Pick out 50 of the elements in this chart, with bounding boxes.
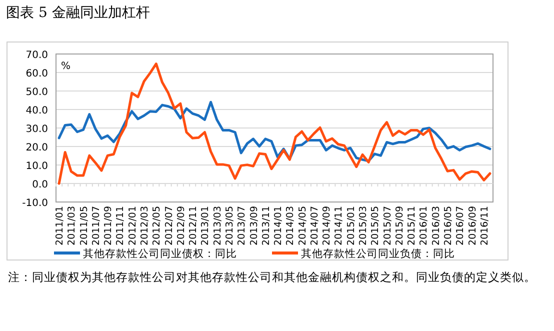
x-tick-label: 2015/03	[358, 206, 370, 246]
x-tick-label: 2011/07	[90, 206, 102, 246]
y-axis-title: %	[61, 61, 71, 72]
x-tick-label: 2011/09	[103, 206, 114, 246]
x-tick-label: 2011/03	[66, 206, 78, 246]
x-tick-label: 2014/05	[297, 206, 308, 246]
legend-label: 其他存款性公司同业负债：同比	[301, 247, 455, 260]
chart-title: 图表 5 金融同业加杠杆	[6, 4, 150, 22]
x-tick-label: 2014/07	[309, 206, 320, 246]
x-tick-label: 2014/11	[334, 206, 345, 246]
y-tick-label: -10.0	[22, 198, 48, 209]
x-tick-label: 2012/05	[152, 206, 163, 246]
x-tick-label: 2011/05	[78, 206, 90, 246]
text: 注：同业债权为其他存款性公司对其他存款性公司和其他金融机构债权之和。同业负债的定义类似。	[8, 269, 537, 286]
x-tick-label: 2015/09	[394, 206, 406, 246]
x-tick-label: 2011/01	[54, 206, 66, 246]
y-tick-label: 40.0	[26, 106, 48, 116]
x-tick-label: 2013/07	[236, 206, 248, 246]
x-tick-label: 2015/07	[382, 206, 394, 246]
x-tick-label: 2016/07	[455, 206, 466, 246]
x-tick-label: 2013/01	[200, 206, 212, 246]
y-tick-label: 70.0	[26, 50, 48, 61]
x-tick-label: 2013/11	[260, 206, 272, 246]
x-tick-label: 2013/03	[212, 206, 224, 246]
x-tick-label: 2013/05	[224, 206, 236, 246]
x-tick-label: 2016/05	[442, 206, 454, 246]
x-tick-label: 2012/03	[140, 206, 151, 246]
x-tick-label: 2016/11	[479, 206, 490, 246]
x-tick-label: 2014/01	[273, 206, 284, 246]
x-tick-label: 2015/11	[406, 206, 418, 246]
y-tick-label: 20.0	[26, 142, 48, 154]
legend-label: 其他存款性公司同业债权：同比	[83, 247, 237, 260]
y-tick-label: 60.0	[26, 68, 48, 80]
x-tick-label: 2016/03	[430, 206, 442, 246]
x-tick-label: 2012/01	[127, 206, 138, 246]
x-tick-label: 2016/01	[418, 206, 430, 246]
x-tick-label: 2015/01	[346, 206, 357, 246]
x-tick-label: 2013/09	[248, 206, 260, 246]
x-tick-label: 2011/11	[115, 206, 126, 246]
y-tick-label: 0.0	[32, 180, 48, 190]
y-tick-label: 30.0	[26, 124, 48, 135]
x-tick-label: 2012/09	[176, 206, 187, 246]
x-tick-label: 2015/05	[370, 206, 382, 246]
x-tick-label: 2016/09	[467, 206, 478, 246]
x-tick-label: 2014/09	[322, 206, 333, 246]
y-tick-label: 10.0	[26, 161, 48, 172]
x-tick-label: 2014/03	[285, 206, 296, 246]
x-tick-label: 2012/07	[164, 206, 175, 246]
x-tick-label: 2012/11	[188, 206, 200, 246]
y-tick-label: 50.0	[26, 87, 48, 98]
